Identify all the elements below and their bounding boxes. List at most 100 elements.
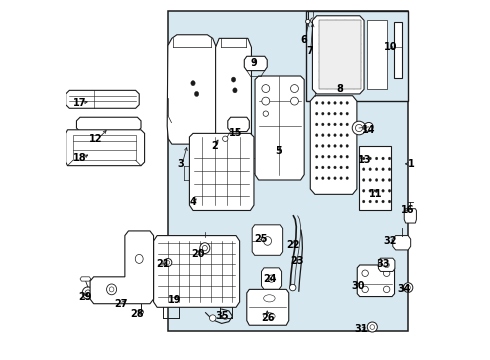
Text: 17: 17: [74, 98, 87, 108]
Text: 35: 35: [215, 311, 228, 321]
Ellipse shape: [262, 97, 270, 105]
Ellipse shape: [321, 177, 324, 180]
Ellipse shape: [264, 237, 271, 245]
Ellipse shape: [135, 255, 143, 264]
Text: 10: 10: [384, 42, 397, 52]
Text: 27: 27: [115, 299, 128, 309]
Ellipse shape: [403, 283, 413, 292]
Text: 2: 2: [211, 141, 218, 151]
Ellipse shape: [382, 179, 384, 181]
Polygon shape: [66, 90, 139, 108]
Ellipse shape: [363, 189, 365, 192]
Ellipse shape: [202, 246, 207, 251]
Ellipse shape: [290, 284, 296, 291]
Text: 24: 24: [263, 274, 277, 284]
Ellipse shape: [321, 123, 324, 126]
Ellipse shape: [340, 177, 343, 180]
Ellipse shape: [200, 243, 210, 253]
Ellipse shape: [406, 285, 410, 290]
Text: 11: 11: [369, 189, 383, 199]
Ellipse shape: [388, 168, 391, 171]
Ellipse shape: [370, 325, 375, 329]
Ellipse shape: [375, 200, 378, 203]
Text: 14: 14: [362, 125, 375, 135]
Ellipse shape: [346, 134, 348, 136]
Text: 22: 22: [287, 239, 300, 249]
Ellipse shape: [316, 177, 318, 180]
Polygon shape: [245, 56, 267, 71]
Ellipse shape: [334, 177, 336, 180]
Ellipse shape: [321, 155, 324, 158]
Ellipse shape: [382, 200, 384, 203]
Ellipse shape: [191, 81, 195, 86]
Ellipse shape: [316, 155, 318, 158]
Ellipse shape: [328, 123, 330, 126]
Ellipse shape: [363, 168, 365, 171]
Ellipse shape: [334, 123, 336, 126]
Ellipse shape: [334, 112, 336, 115]
Polygon shape: [262, 268, 282, 289]
Text: 23: 23: [290, 256, 304, 266]
Ellipse shape: [262, 85, 270, 93]
Ellipse shape: [334, 102, 336, 104]
Ellipse shape: [328, 166, 330, 169]
Ellipse shape: [107, 284, 117, 295]
Ellipse shape: [321, 112, 324, 115]
Ellipse shape: [233, 88, 237, 93]
Text: 7: 7: [306, 46, 313, 56]
Bar: [394, 22, 402, 78]
Ellipse shape: [263, 111, 269, 116]
Ellipse shape: [334, 155, 336, 158]
Ellipse shape: [355, 125, 363, 132]
Text: 6: 6: [301, 35, 308, 45]
Ellipse shape: [346, 177, 348, 180]
Ellipse shape: [369, 189, 371, 192]
Polygon shape: [313, 16, 364, 94]
Ellipse shape: [346, 144, 348, 147]
Ellipse shape: [382, 157, 384, 160]
Ellipse shape: [340, 123, 343, 126]
Text: 16: 16: [401, 206, 415, 216]
Ellipse shape: [383, 270, 390, 276]
Ellipse shape: [340, 112, 343, 115]
Ellipse shape: [334, 166, 336, 169]
Ellipse shape: [375, 189, 378, 192]
Ellipse shape: [291, 85, 298, 93]
Bar: [359, 146, 392, 211]
Text: 13: 13: [358, 155, 372, 165]
Ellipse shape: [316, 123, 318, 126]
Ellipse shape: [139, 310, 144, 314]
Ellipse shape: [316, 102, 318, 104]
Text: 8: 8: [337, 84, 343, 94]
Ellipse shape: [388, 189, 391, 192]
Ellipse shape: [340, 166, 343, 169]
Ellipse shape: [364, 122, 373, 131]
Polygon shape: [66, 130, 145, 166]
Ellipse shape: [321, 102, 324, 104]
Ellipse shape: [340, 134, 343, 136]
Ellipse shape: [321, 134, 324, 136]
Ellipse shape: [316, 112, 318, 115]
Text: 26: 26: [262, 313, 275, 323]
Text: 19: 19: [169, 295, 182, 305]
Ellipse shape: [166, 261, 170, 264]
Ellipse shape: [369, 168, 371, 171]
Text: 32: 32: [384, 236, 397, 246]
Polygon shape: [404, 209, 416, 223]
Polygon shape: [190, 134, 254, 211]
Ellipse shape: [352, 121, 366, 135]
Ellipse shape: [85, 290, 91, 296]
Ellipse shape: [328, 155, 330, 158]
Text: 21: 21: [156, 259, 169, 269]
Ellipse shape: [328, 112, 330, 115]
Ellipse shape: [382, 168, 384, 171]
Ellipse shape: [368, 322, 377, 332]
Polygon shape: [167, 35, 217, 144]
Polygon shape: [80, 277, 91, 281]
Ellipse shape: [268, 275, 275, 282]
Bar: [367, 21, 387, 89]
Polygon shape: [393, 235, 411, 250]
Ellipse shape: [328, 134, 330, 136]
Text: 1: 1: [408, 159, 415, 169]
Ellipse shape: [82, 287, 94, 299]
